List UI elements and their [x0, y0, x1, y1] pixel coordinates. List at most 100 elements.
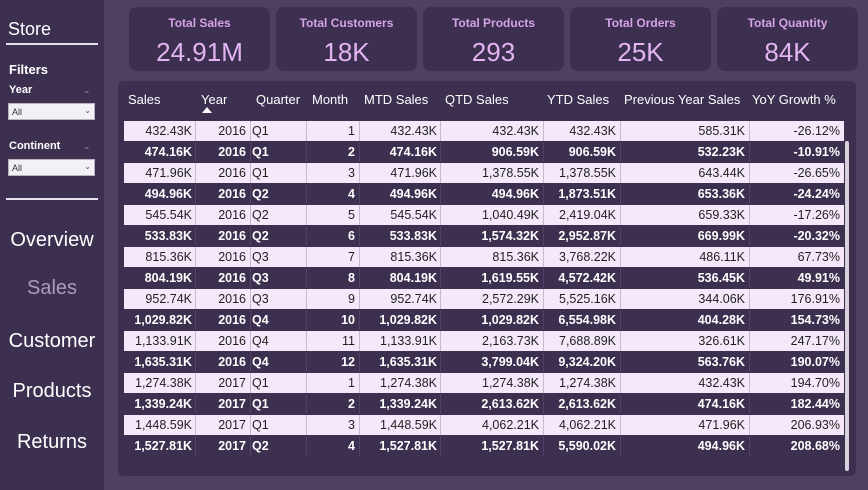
table-row[interactable]: 494.96K 2016 Q2 4 494.96K 494.96K 1,873.51K 653… [124, 184, 844, 204]
table-cell: 1,873.51K [558, 187, 616, 201]
cell-divider [250, 415, 251, 435]
table-cell: 6 [348, 229, 355, 243]
cell-divider [195, 268, 196, 288]
cell-divider [250, 226, 251, 246]
column-header[interactable]: MTD Sales [364, 92, 429, 107]
table-row[interactable]: 1,339.24K 2017 Q1 2 1,339.24K 2,613.62K 2,613.… [124, 394, 844, 414]
column-header[interactable]: Year [201, 92, 228, 107]
table-row[interactable]: 1,133.91K 2016 Q4 11 1,133.91K 2,163.73K 7,688… [124, 331, 844, 351]
column-header[interactable]: YTD Sales [547, 92, 610, 107]
cell-divider [195, 205, 196, 225]
nav-products[interactable]: Products [12, 380, 92, 402]
kpi-total-customers: Total Customers 18K [276, 7, 417, 71]
table-row[interactable]: 804.19K 2016 Q3 8 804.19K 1,619.55K 4,572.42K 5… [124, 268, 844, 288]
table-cell: 533.83K [144, 229, 192, 243]
column-header[interactable]: QTD Sales [445, 92, 509, 107]
cell-divider [306, 436, 307, 456]
table-row[interactable]: 533.83K 2016 Q2 6 533.83K 1,574.32K 2,952.87K 6… [124, 226, 844, 246]
cell-divider [749, 226, 750, 246]
table-row[interactable]: 545.54K 2016 Q2 5 545.54K 1,040.49K 2,419.04K 6… [124, 205, 844, 225]
table-cell: Q2 [252, 439, 269, 453]
table-cell: 8 [348, 271, 355, 285]
table-row[interactable]: 1,029.82K 2016 Q4 10 1,029.82K 1,029.82K 6,554… [124, 310, 844, 330]
table-cell: 952.74K [390, 292, 437, 306]
table-cell: 486.11K [699, 250, 745, 264]
table-row[interactable]: 1,274.38K 2017 Q1 1 1,274.38K 1,274.38K 1,274.… [124, 373, 844, 393]
nav-overview[interactable]: Overview [10, 229, 94, 251]
column-header[interactable]: YoY Growth % [752, 92, 836, 107]
cell-divider [250, 289, 251, 309]
table-cell: 1,339.24K [379, 397, 437, 411]
continent-filter-label: Continent [9, 140, 61, 152]
cell-divider [440, 394, 441, 414]
cell-divider [440, 289, 441, 309]
table-row[interactable]: 815.36K 2016 Q3 7 815.36K 815.36K 3,768.22K 486… [124, 247, 844, 267]
table-cell: 1,527.81K [134, 439, 192, 453]
cell-divider [306, 310, 307, 330]
cell-divider [359, 247, 360, 267]
cell-divider [749, 163, 750, 183]
year-select[interactable]: All ⌄ [8, 103, 95, 120]
table-cell: 176.91% [790, 292, 840, 306]
table-cell: Q4 [252, 334, 269, 348]
table-body[interactable]: 432.43K 2016 Q1 1 432.43K 432.43K 432.43K 585.3… [124, 121, 844, 471]
table-cell: 208.68% [790, 439, 840, 453]
cell-divider [543, 163, 544, 183]
nav-customer[interactable]: Customer [8, 330, 96, 352]
divider [6, 43, 98, 45]
table-row[interactable]: 952.74K 2016 Q3 9 952.74K 2,572.29K 5,525.16K 3… [124, 289, 844, 309]
column-header[interactable]: Quarter [256, 92, 301, 107]
table-row[interactable]: 1,448.59K 2017 Q1 3 1,448.59K 4,062.21K 4,062.… [124, 415, 844, 435]
table-cell: 1,029.82K [379, 313, 437, 327]
nav-sales[interactable]: Sales [26, 277, 78, 299]
table-row[interactable]: 1,527.81K 2017 Q2 4 1,527.81K 1,527.81K 5,590.… [124, 436, 844, 456]
cell-divider [195, 310, 196, 330]
column-header[interactable]: Sales [128, 92, 161, 107]
table-row[interactable]: 432.43K 2016 Q1 1 432.43K 432.43K 432.43K 585.3… [124, 121, 844, 141]
table-cell: 432.43K [569, 124, 616, 138]
sort-ascending-icon[interactable] [202, 107, 212, 113]
vertical-scrollbar[interactable] [845, 141, 849, 471]
table-row[interactable]: 471.96K 2016 Q1 3 471.96K 1,378.55K 1,378.55K 6… [124, 163, 844, 183]
table-cell: 194.70% [790, 376, 840, 390]
cell-divider [306, 373, 307, 393]
table-cell: -10.91% [793, 145, 840, 159]
cell-divider [440, 247, 441, 267]
table-row[interactable]: 474.16K 2016 Q1 2 474.16K 906.59K 906.59K 532.2… [124, 142, 844, 162]
nav-returns[interactable]: Returns [16, 431, 88, 453]
table-cell: Q1 [252, 418, 269, 432]
table-cell: 536.45K [697, 271, 745, 285]
cell-divider [306, 226, 307, 246]
cell-divider [359, 394, 360, 414]
table-row[interactable]: 1,635.31K 2016 Q4 12 1,635.31K 3,799.04K 9,324… [124, 352, 844, 372]
table-cell: 1,574.32K [481, 229, 539, 243]
table-cell: 2016 [218, 292, 246, 306]
continent-select[interactable]: All ⌄ [8, 159, 95, 176]
table-cell: Q3 [252, 292, 269, 306]
table-cell: 471.96K [145, 166, 192, 180]
table-cell: 4,572.42K [558, 271, 616, 285]
cell-divider [250, 310, 251, 330]
cell-divider [195, 289, 196, 309]
table-cell: 653.36K [697, 187, 745, 201]
cell-divider [620, 247, 621, 267]
cell-divider [359, 142, 360, 162]
cell-divider [306, 268, 307, 288]
table-cell: 154.73% [790, 313, 840, 327]
cell-divider [620, 436, 621, 456]
chevron-down-icon[interactable]: ⌄ [83, 141, 91, 151]
table-cell: 532.23K [697, 145, 745, 159]
cell-divider [620, 310, 621, 330]
column-header[interactable]: Previous Year Sales [624, 92, 741, 107]
sidebar: Store Filters Year ⌄ All ⌄ Continent ⌄ A… [0, 0, 104, 490]
table-cell: 494.96K [491, 187, 539, 201]
cell-divider [749, 436, 750, 456]
column-header[interactable]: Month [312, 92, 349, 107]
cell-divider [306, 184, 307, 204]
table-cell: Q2 [252, 187, 269, 201]
table-cell: Q3 [252, 250, 269, 264]
table-cell: 10 [341, 313, 355, 327]
cell-divider [749, 331, 750, 351]
chevron-down-icon[interactable]: ⌄ [83, 85, 91, 95]
cell-divider [620, 184, 621, 204]
